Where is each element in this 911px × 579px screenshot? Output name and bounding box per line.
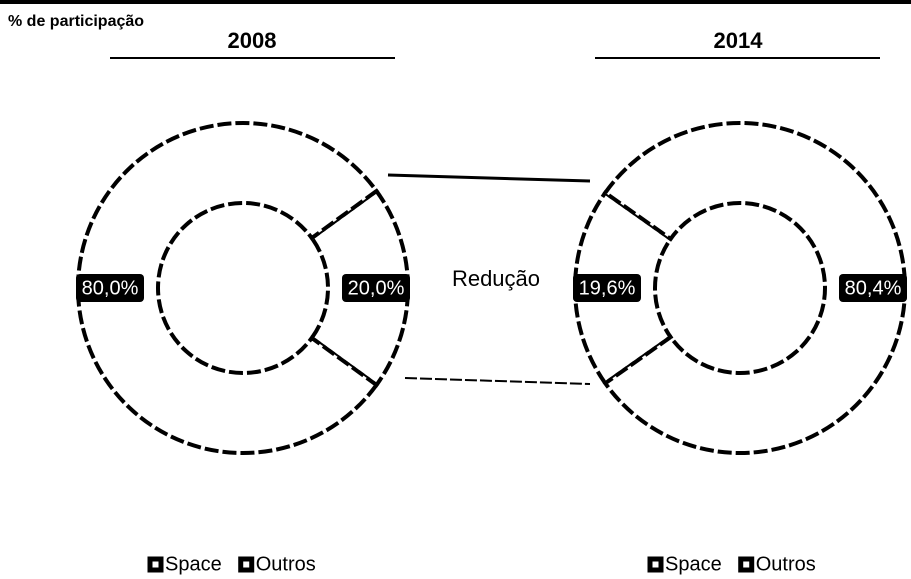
legend-swatch <box>238 556 255 573</box>
label-box <box>342 274 410 302</box>
chart-title: 2008 <box>228 28 277 53</box>
annotation: Redução <box>452 266 540 291</box>
legend-label: Outros <box>256 553 316 575</box>
label-box <box>76 274 144 302</box>
connector <box>404 377 591 385</box>
legend-swatch <box>738 556 755 573</box>
connector <box>387 173 591 183</box>
label-box <box>839 274 907 302</box>
donut-segment <box>76 121 380 455</box>
legend-swatch <box>647 556 664 573</box>
chart-title: 2014 <box>714 28 764 53</box>
data-label: 20,0% <box>342 274 410 302</box>
data-label: 80,0% <box>76 274 144 302</box>
label-text: 19,6% <box>579 277 636 299</box>
label-box <box>573 274 641 302</box>
data-label: 19,6% <box>573 274 641 302</box>
legend-label: Space <box>165 553 222 575</box>
label-text: 80,0% <box>82 277 139 299</box>
caption: % de participação <box>8 13 144 30</box>
top-border <box>0 0 911 4</box>
legend-swatch <box>147 556 164 573</box>
legend-label: Outros <box>756 553 816 575</box>
donut-segment <box>602 121 907 455</box>
label-text: 20,0% <box>348 277 405 299</box>
legend-label: Space <box>665 553 722 575</box>
label-text: 80,4% <box>845 277 902 299</box>
data-label: 80,4% <box>839 274 907 302</box>
